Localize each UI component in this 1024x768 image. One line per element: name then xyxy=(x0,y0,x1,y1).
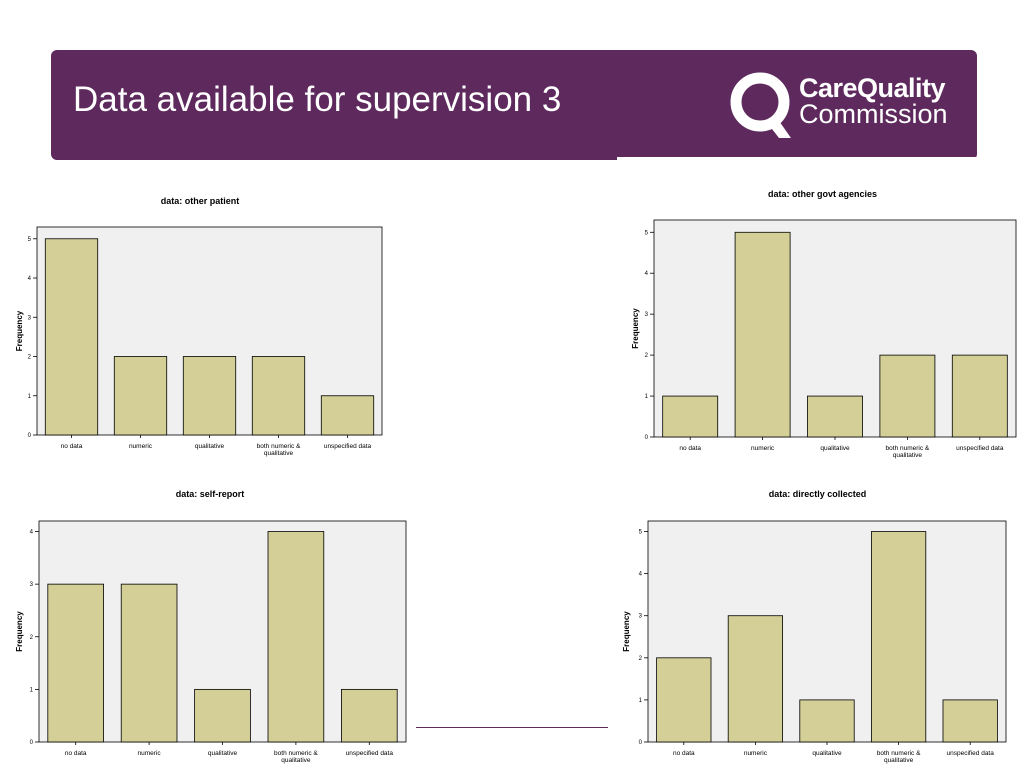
y-tick-label: 0 xyxy=(645,435,649,441)
chart-title: data: self-report xyxy=(175,489,245,499)
x-tick-label: both numeric & qualitative xyxy=(877,750,921,764)
bar xyxy=(113,356,168,436)
x-tick-label: numeric xyxy=(129,443,153,450)
bar xyxy=(182,356,237,436)
x-tick-label: qualitative xyxy=(195,443,225,450)
banner-notch xyxy=(617,157,977,160)
logo-text-line2: Commission xyxy=(799,99,948,129)
x-tick-label: unspecified data xyxy=(346,750,394,757)
cqc-logo: CareQuality Commission xyxy=(729,70,959,142)
x-tick-label: qualitative xyxy=(208,750,238,757)
chart-other-patient: data: other patient 0 1 2 3 4 5 no data numeric… xyxy=(10,185,390,465)
y-axis-label: Frequency xyxy=(631,308,640,349)
y-tick-label: 2 xyxy=(645,353,649,359)
chart-title: data: other patient xyxy=(160,196,240,206)
bar xyxy=(727,615,784,743)
y-tick-label: 3 xyxy=(28,315,32,321)
y-tick-label: 2 xyxy=(28,355,32,361)
bar xyxy=(120,583,178,743)
y-tick-label: 0 xyxy=(28,433,32,439)
bar xyxy=(251,356,306,436)
y-tick-label: 4 xyxy=(639,572,643,578)
y-axis-label: Frequency xyxy=(15,611,24,652)
y-tick-label: 0 xyxy=(30,740,34,746)
bar xyxy=(879,354,936,438)
chart-other-govt-agencies: data: other govt agencies 0 1 2 3 4 5 no data n… xyxy=(625,180,1020,460)
x-tick-label: unspecified data xyxy=(324,443,372,450)
divider-line xyxy=(416,727,608,728)
bar xyxy=(194,688,251,743)
x-tick-label: numeric xyxy=(751,445,775,452)
y-tick-label: 4 xyxy=(30,530,34,536)
y-tick-label: 3 xyxy=(645,312,649,318)
x-tick-label: numeric xyxy=(744,750,768,757)
chart-title: data: directly collected xyxy=(768,489,867,499)
y-axis-label: Frequency xyxy=(15,310,24,351)
page-title: Data available for supervision 3 xyxy=(73,80,562,119)
bar xyxy=(341,688,398,743)
x-tick-label: numeric xyxy=(138,750,162,757)
x-tick-label: no data xyxy=(679,445,701,452)
bar xyxy=(320,395,375,436)
bar xyxy=(951,354,1008,438)
chart-directly-collected: data: directly collected 0 1 2 3 4 5 no data nu… xyxy=(615,480,1020,768)
x-tick-label: both numeric & qualitative xyxy=(257,443,301,457)
y-tick-label: 0 xyxy=(639,740,643,746)
bar xyxy=(656,657,712,743)
cqc-q-logo-icon xyxy=(730,72,791,138)
bar xyxy=(44,238,99,436)
x-tick-label: qualitative xyxy=(812,750,842,757)
y-tick-label: 5 xyxy=(639,530,643,536)
bar xyxy=(942,699,998,743)
bar xyxy=(47,583,104,743)
chart-svg: 0 1 2 3 4 no data numeric qualitative both numer… xyxy=(15,520,407,764)
y-tick-label: 2 xyxy=(30,635,34,641)
bar xyxy=(734,231,791,438)
y-tick-label: 1 xyxy=(28,394,32,400)
y-axis-label: Frequency xyxy=(622,611,631,652)
y-tick-label: 1 xyxy=(30,687,34,693)
x-tick-label: no data xyxy=(673,750,695,757)
y-tick-label: 3 xyxy=(639,614,643,620)
bar xyxy=(267,531,325,743)
bar xyxy=(870,531,927,743)
bar xyxy=(807,395,863,438)
bar xyxy=(662,395,719,438)
header-banner: Data available for supervision 3 CareQua… xyxy=(51,50,977,160)
y-tick-label: 2 xyxy=(639,656,643,662)
chart-self-report: data: self-report 0 1 2 3 4 no data numeric qua… xyxy=(10,480,410,768)
y-tick-label: 1 xyxy=(645,394,649,400)
x-tick-label: unspecified data xyxy=(947,750,995,757)
y-tick-label: 5 xyxy=(28,237,32,243)
y-tick-label: 4 xyxy=(28,276,32,282)
x-tick-label: both numeric & qualitative xyxy=(274,750,318,764)
y-tick-label: 4 xyxy=(645,271,649,277)
logo-text-line1: CareQuality xyxy=(799,73,946,103)
bar xyxy=(799,699,855,743)
x-tick-label: no data xyxy=(65,750,87,757)
y-tick-label: 1 xyxy=(639,698,643,704)
x-tick-label: qualitative xyxy=(820,445,850,452)
chart-svg: 0 1 2 3 4 5 no data numeric qualitative both nume… xyxy=(622,520,1007,764)
chart-svg: 0 1 2 3 4 5 no data numeric qualitative both nume… xyxy=(15,226,383,457)
y-tick-label: 3 xyxy=(30,582,34,588)
chart-title: data: other govt agencies xyxy=(767,189,878,199)
x-tick-label: no data xyxy=(61,443,83,450)
x-tick-label: both numeric & qualitative xyxy=(886,445,930,459)
x-tick-label: unspecified data xyxy=(956,445,1004,452)
chart-svg: 0 1 2 3 4 5 no data numeric qualitative both nume… xyxy=(631,219,1017,459)
y-tick-label: 5 xyxy=(645,230,649,236)
